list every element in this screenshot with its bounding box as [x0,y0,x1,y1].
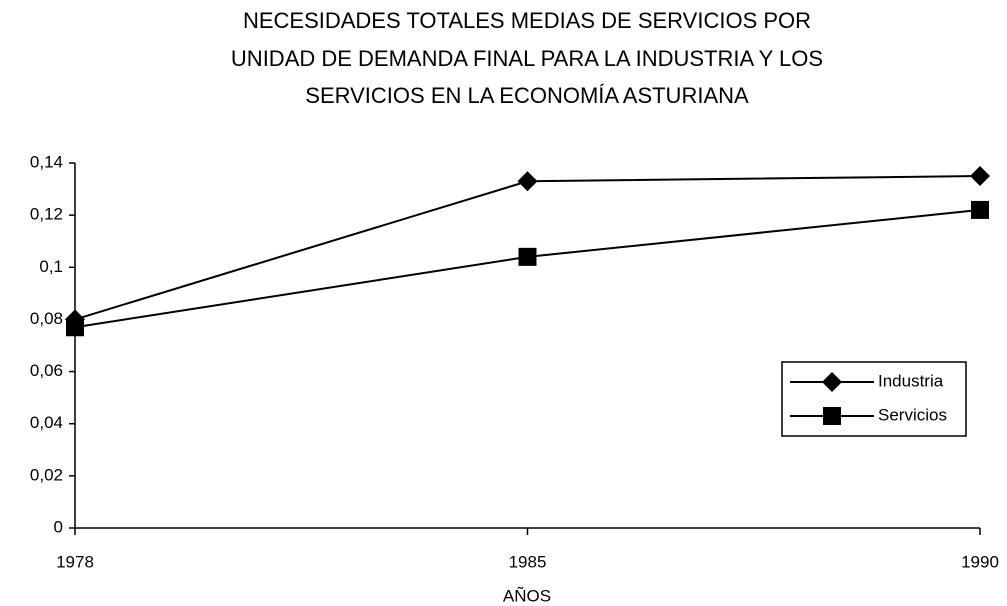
chart-title: NECESIDADES TOTALES MEDIAS DE SERVICIOS … [243,8,811,33]
x-axis-label: AÑOS [503,586,551,605]
line [74,208,981,329]
legend-marker [822,372,842,392]
marker [970,166,990,187]
y-tick-label: 0,1 [39,257,63,276]
y-tick-label: 0,02 [30,465,63,484]
marker [971,200,989,219]
legend-label: Industria [878,371,944,390]
y-tick-label: 0,14 [30,152,63,171]
marker [517,171,538,192]
chart-title: UNIDAD DE DEMANDA FINAL PARA LA INDUSTRI… [231,46,823,71]
x-tick-label: 1990 [961,552,999,571]
line [74,175,981,321]
legend-box [781,361,967,437]
x-tick-label: 1978 [56,552,94,571]
x-tick-label: 1985 [509,552,547,571]
y-tick-label: 0,12 [30,205,63,224]
legend-label: Servicios [878,405,947,424]
y-tick-label: 0,08 [30,309,63,328]
marker [518,247,537,266]
y-tick-label: 0 [54,517,63,536]
y-tick-label: 0,06 [30,361,63,380]
chart-title: SERVICIOS EN LA ECONOMÍA ASTURIANA [305,83,749,108]
legend-marker [823,407,841,425]
y-tick-label: 0,04 [30,413,63,432]
marker [66,318,84,337]
